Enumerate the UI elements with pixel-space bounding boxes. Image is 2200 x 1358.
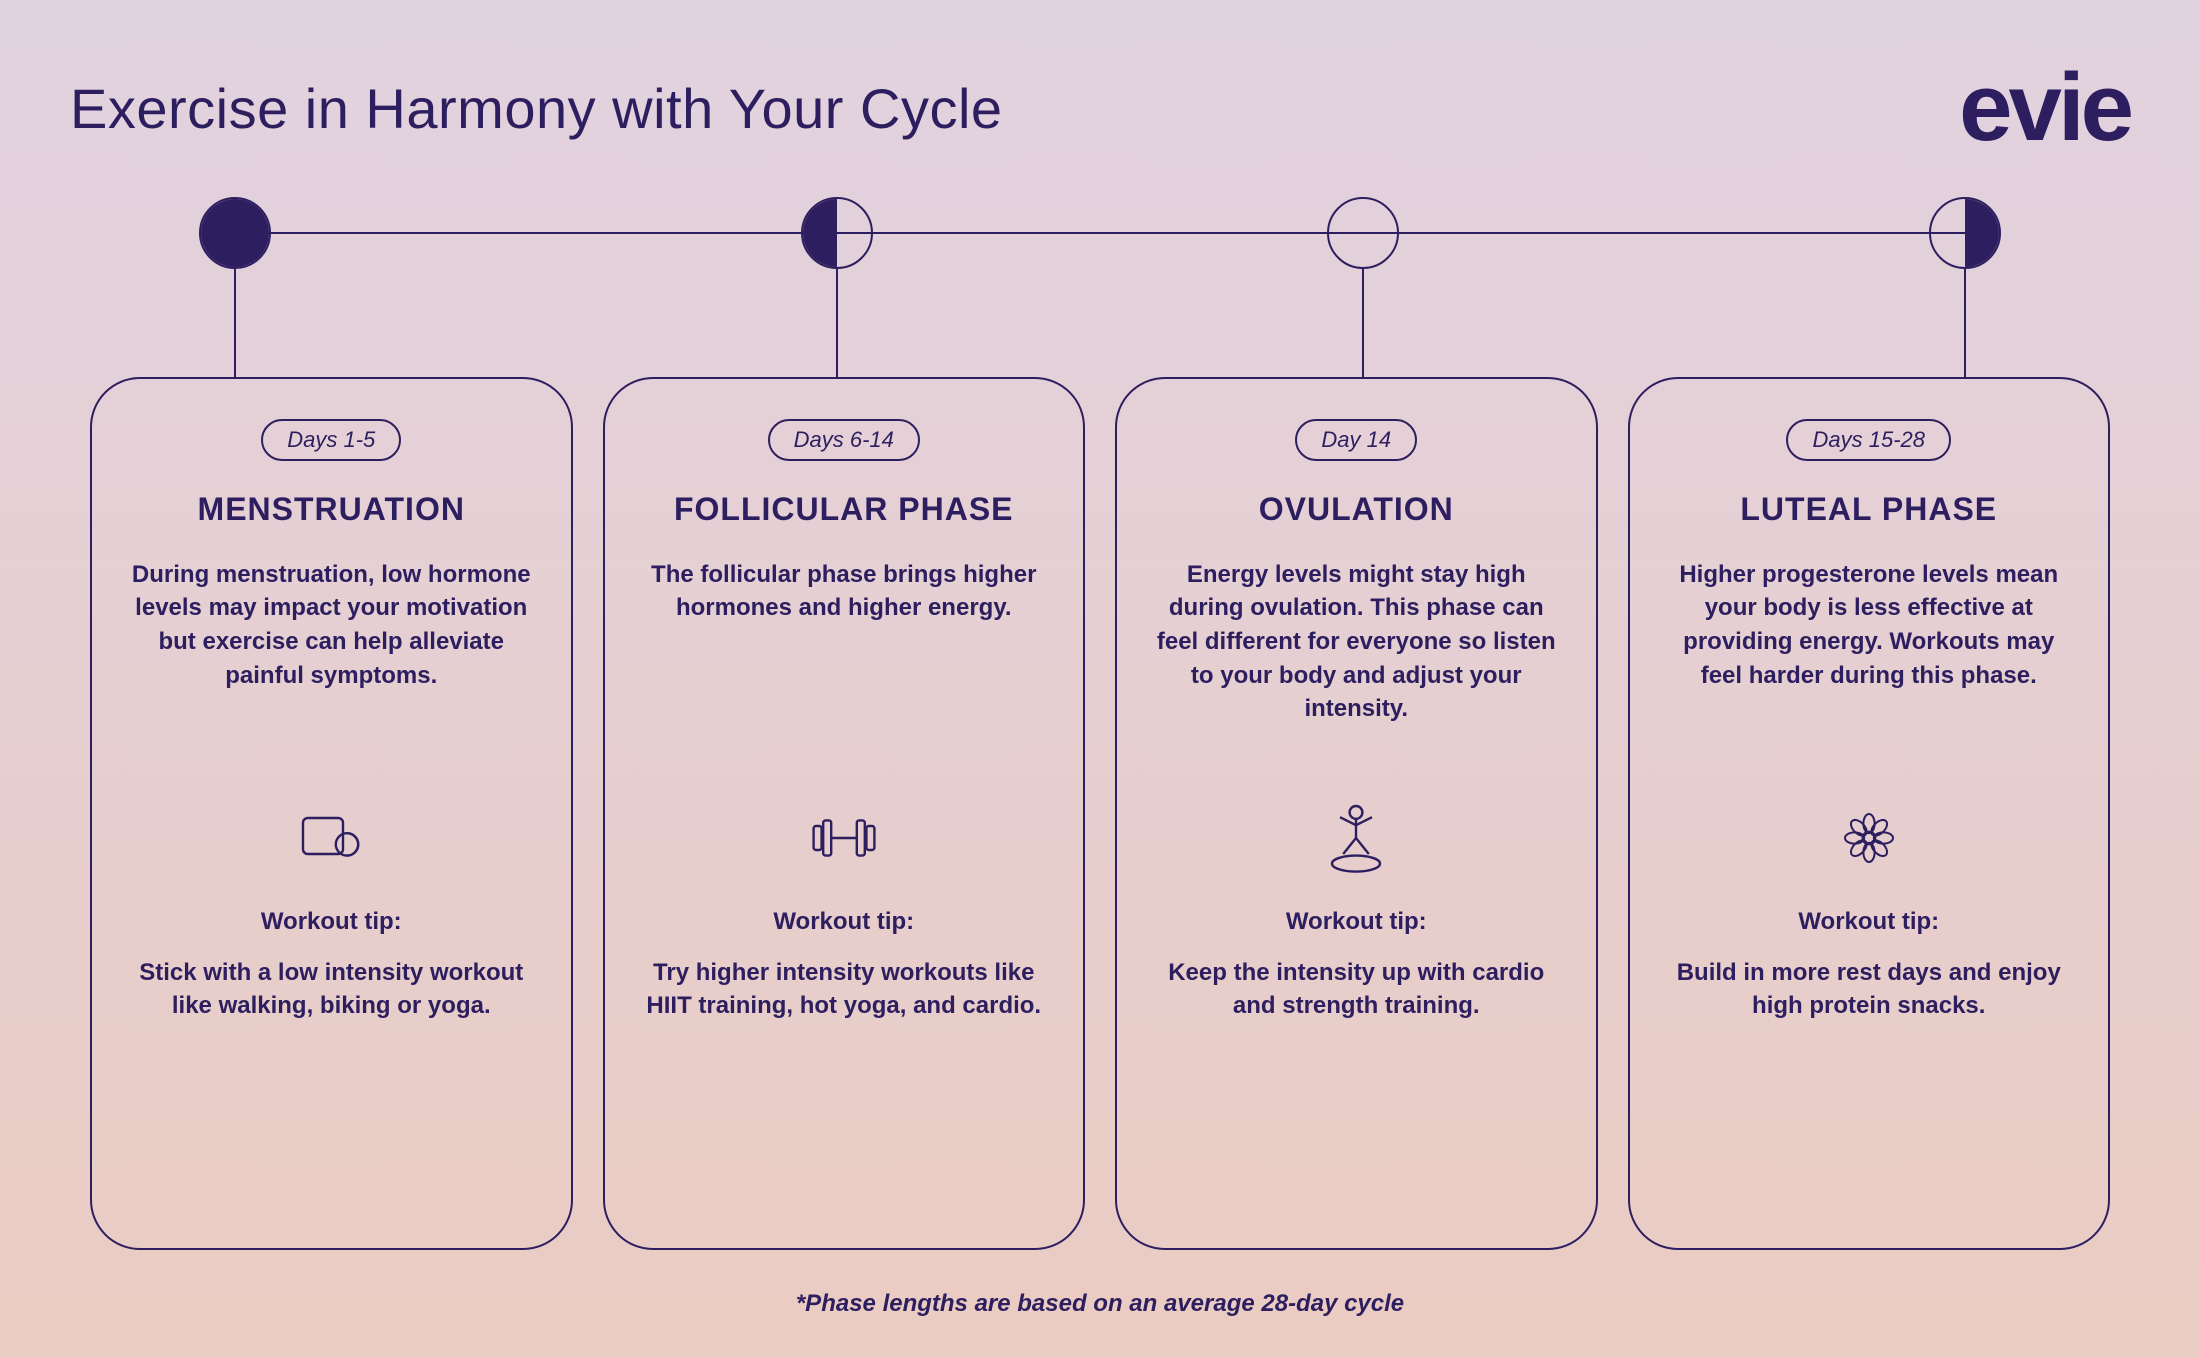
phase-description: The follicular phase brings higher hormo…	[635, 558, 1054, 758]
workout-tip-label: Workout tip:	[1286, 908, 1427, 936]
days-pill: Days 6-14	[768, 419, 920, 461]
figure-icon	[1316, 798, 1396, 878]
days-pill: Days 15-28	[1786, 419, 1951, 461]
moon-phase-none-icon	[1327, 197, 1399, 269]
timeline-connector	[210, 232, 1990, 234]
workout-tip: Stick with a low intensity workout like …	[122, 956, 541, 1023]
phase-name: FOLLICULAR PHASE	[674, 491, 1014, 528]
workout-tip: Try higher intensity workouts like HIIT …	[635, 956, 1054, 1023]
timeline-drop-line	[836, 269, 838, 377]
phase-card-1: Days 6-14 FOLLICULAR PHASE The follicula…	[603, 377, 1086, 1250]
yoga-mat-icon	[291, 798, 371, 878]
header: Exercise in Harmony with Your Cycle evie	[70, 70, 2130, 147]
phase-name: MENSTRUATION	[198, 491, 465, 528]
phase-card-0: Days 1-5 MENSTRUATION During menstruatio…	[90, 377, 573, 1250]
workout-tip-label: Workout tip:	[261, 908, 402, 936]
page-title: Exercise in Harmony with Your Cycle	[70, 76, 1003, 141]
footnote: *Phase lengths are based on an average 2…	[70, 1290, 2130, 1318]
timeline-drop-line	[234, 269, 236, 377]
workout-tip-label: Workout tip:	[773, 908, 914, 936]
phase-description: Higher progesterone levels mean your bod…	[1660, 558, 2079, 758]
moon-phase-half-left-icon	[801, 197, 873, 269]
timeline	[160, 197, 2040, 377]
flower-icon	[1829, 798, 1909, 878]
phase-cards-row: Days 1-5 MENSTRUATION During menstruatio…	[90, 377, 2110, 1250]
days-pill: Day 14	[1295, 419, 1417, 461]
brand-logo: evie	[1959, 70, 2130, 147]
phase-name: LUTEAL PHASE	[1740, 491, 1997, 528]
days-pill: Days 1-5	[261, 419, 401, 461]
workout-tip: Build in more rest days and enjoy high p…	[1660, 956, 2079, 1023]
phase-card-2: Day 14 OVULATION Energy levels might sta…	[1115, 377, 1598, 1250]
workout-tip: Keep the intensity up with cardio and st…	[1147, 956, 1566, 1023]
moon-phase-half-right-icon	[1929, 197, 2001, 269]
phase-description: During menstruation, low hormone levels …	[122, 558, 541, 758]
moon-phase-full-icon	[199, 197, 271, 269]
phase-card-3: Days 15-28 LUTEAL PHASE Higher progester…	[1628, 377, 2111, 1250]
timeline-drop-line	[1362, 269, 1364, 377]
dumbbell-icon	[804, 798, 884, 878]
timeline-drop-line	[1964, 269, 1966, 377]
phase-name: OVULATION	[1259, 491, 1454, 528]
phase-description: Energy levels might stay high during ovu…	[1147, 558, 1566, 758]
workout-tip-label: Workout tip:	[1798, 908, 1939, 936]
